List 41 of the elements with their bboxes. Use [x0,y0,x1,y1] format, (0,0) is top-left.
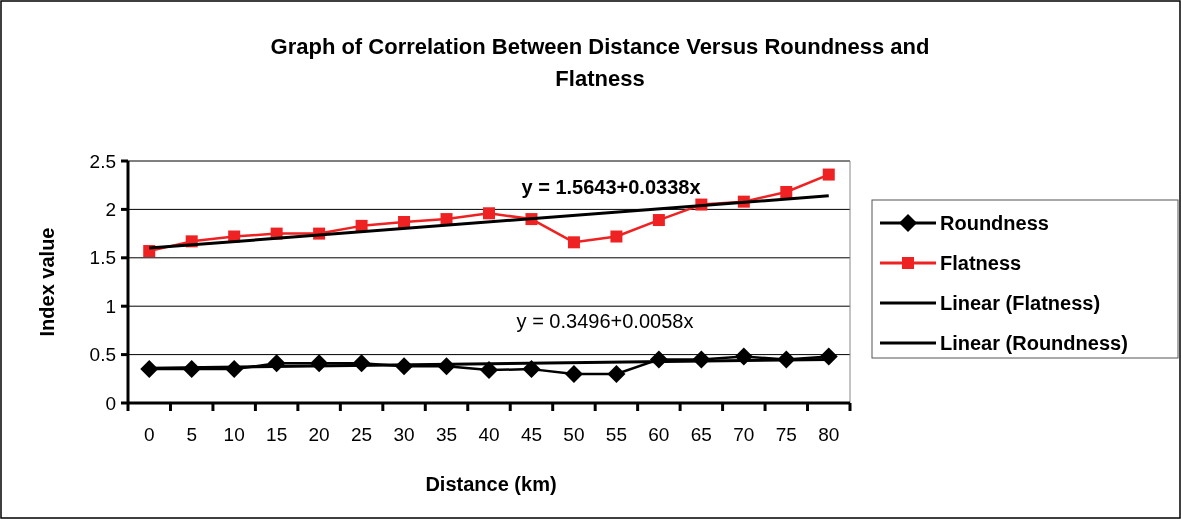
x-tick-label: 0 [143,424,155,445]
y-tick-label: 1.5 [89,247,116,269]
x-tick-label: 55 [605,424,627,445]
point [607,364,626,383]
x-axis-title: Distance (km) [425,473,557,495]
point [567,236,580,249]
x-tick-label: 15 [266,424,288,445]
point [652,214,665,227]
chart-title: Graph of Correlation Between Distance Versus Roundness and Flatness [270,34,930,91]
x-tick-label: 30 [393,424,415,445]
y-tick-label: 0.5 [89,344,116,366]
legend-label: Flatness [940,252,1022,274]
legend-label: Linear (Roundness) [940,332,1128,354]
x-tick-label: 20 [308,424,330,445]
point [822,168,835,181]
x-tick-label: 65 [690,424,712,445]
x-tick-label: 35 [435,424,458,445]
point [780,185,793,198]
y-tick-label: 2 [105,199,116,221]
x-tick-label: 80 [818,424,840,445]
point [564,364,583,383]
x-tick-label: 25 [351,424,373,445]
annotation: y = 0.3496+0.0058x [516,310,694,332]
point [483,207,495,220]
y-tick-label: 0 [105,392,116,414]
x-tick-label: 75 [775,424,797,445]
x-tick-label: 40 [478,424,500,445]
x-tick-label: 10 [223,424,245,445]
point [610,230,623,243]
x-tick-label: 70 [733,424,755,445]
x-tick-label: 45 [520,424,543,445]
y-tick-label: 1 [105,295,116,317]
legend-label: Roundness [940,212,1049,234]
point [398,215,411,228]
y-axis-title: Index value [36,227,58,337]
y-tick-label: 2.5 [89,150,116,172]
x-tick-label: 60 [648,424,670,445]
annotation: y = 1.5643+0.0338x [521,176,701,198]
x-tick-label: 5 [186,424,197,445]
legend-label: Linear (Flatness) [940,292,1101,314]
x-tick-label: 50 [563,424,585,445]
